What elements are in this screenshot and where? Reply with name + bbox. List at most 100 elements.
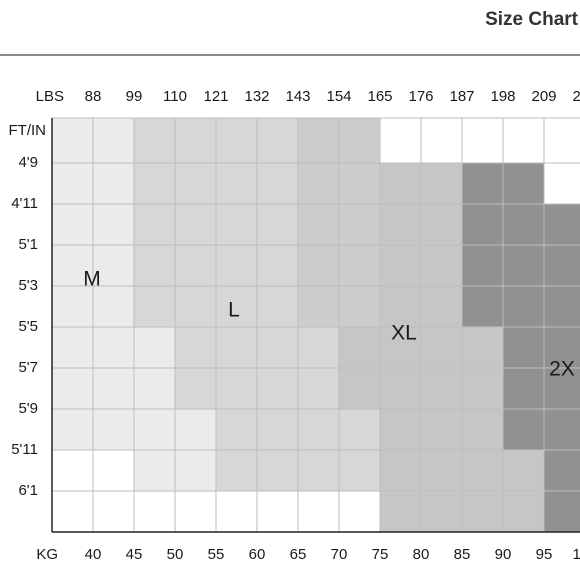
- cell: [462, 409, 503, 450]
- cell: [544, 163, 580, 204]
- cell: [544, 286, 580, 327]
- size-label: L: [228, 299, 240, 322]
- cell: [503, 491, 544, 532]
- cell: [544, 327, 580, 368]
- lbs-value: 99: [126, 88, 143, 105]
- lbs-value: 198: [490, 88, 515, 105]
- cell: [52, 204, 93, 245]
- cell: [380, 204, 421, 245]
- cell: [52, 450, 93, 491]
- size-label: M: [83, 268, 101, 291]
- cell: [380, 327, 421, 368]
- height-value: 5'3: [18, 277, 38, 294]
- cell: [503, 450, 544, 491]
- cell: [93, 491, 134, 532]
- lbs-label: LBS: [36, 88, 64, 105]
- cell: [257, 286, 298, 327]
- cell: [544, 491, 580, 532]
- lbs-value: 121: [203, 88, 228, 105]
- cell: [257, 118, 298, 163]
- cell: [339, 368, 380, 409]
- cell: [257, 327, 298, 368]
- cell: [421, 245, 462, 286]
- cell: [339, 118, 380, 163]
- cell: [134, 491, 175, 532]
- cell: [462, 491, 503, 532]
- cell: [93, 327, 134, 368]
- height-value: 5'1: [18, 236, 38, 253]
- cell: [339, 245, 380, 286]
- cell: [257, 409, 298, 450]
- size-label: XL: [391, 322, 417, 345]
- kg-value: 100: [572, 546, 580, 563]
- cell: [544, 368, 580, 409]
- cell: [93, 450, 134, 491]
- lbs-value: 132: [244, 88, 269, 105]
- cell: [462, 286, 503, 327]
- kg-value: 75: [372, 546, 389, 563]
- height-value: 4'9: [18, 154, 38, 171]
- cell: [298, 409, 339, 450]
- kg-value: 50: [167, 546, 184, 563]
- cell: [216, 409, 257, 450]
- cell: [93, 118, 134, 163]
- cell: [216, 327, 257, 368]
- lbs-value: 187: [449, 88, 474, 105]
- cell: [93, 286, 134, 327]
- cell: [462, 327, 503, 368]
- cell: [175, 286, 216, 327]
- cell: [175, 118, 216, 163]
- cell: [462, 163, 503, 204]
- cell: [339, 491, 380, 532]
- cell: [503, 163, 544, 204]
- grid: [51, 117, 580, 533]
- kg-value: 65: [290, 546, 307, 563]
- kg-value: 45: [126, 546, 143, 563]
- cell: [52, 368, 93, 409]
- kg-value: 70: [331, 546, 348, 563]
- height-value: 6'1: [18, 482, 38, 499]
- cell: [298, 491, 339, 532]
- cell: [462, 118, 503, 163]
- cell: [52, 245, 93, 286]
- cell: [421, 286, 462, 327]
- cell: [52, 163, 93, 204]
- cell: [134, 450, 175, 491]
- cell: [544, 409, 580, 450]
- lbs-value: 220: [572, 88, 580, 105]
- cell: [216, 245, 257, 286]
- height-value: 5'5: [18, 318, 38, 335]
- cell: [134, 409, 175, 450]
- cell: [93, 368, 134, 409]
- cell: [175, 327, 216, 368]
- cell: [175, 491, 216, 532]
- cell: [257, 368, 298, 409]
- cell: [134, 204, 175, 245]
- cell: [216, 491, 257, 532]
- size-label: 2X: [549, 358, 575, 381]
- cell: [339, 450, 380, 491]
- cell: [339, 286, 380, 327]
- cell: [134, 118, 175, 163]
- kg-value: 90: [495, 546, 512, 563]
- cell: [93, 204, 134, 245]
- cell: [421, 163, 462, 204]
- cell: [298, 245, 339, 286]
- cell: [134, 327, 175, 368]
- cell: [380, 491, 421, 532]
- cell: [257, 450, 298, 491]
- cell: [339, 204, 380, 245]
- kg-value: 60: [249, 546, 266, 563]
- cell: [216, 118, 257, 163]
- cell: [421, 327, 462, 368]
- cell: [544, 450, 580, 491]
- cell: [421, 409, 462, 450]
- cell: [298, 118, 339, 163]
- cell: [257, 491, 298, 532]
- cell: [134, 368, 175, 409]
- cell: [380, 450, 421, 491]
- cell: [421, 491, 462, 532]
- cell: [216, 286, 257, 327]
- lbs-value: 88: [85, 88, 102, 105]
- cell: [503, 286, 544, 327]
